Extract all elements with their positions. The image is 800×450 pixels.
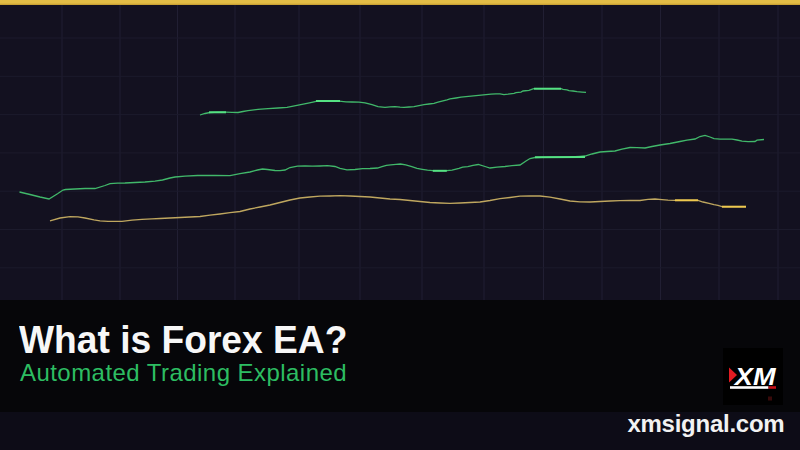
svg-text:XM: XM — [733, 363, 776, 389]
